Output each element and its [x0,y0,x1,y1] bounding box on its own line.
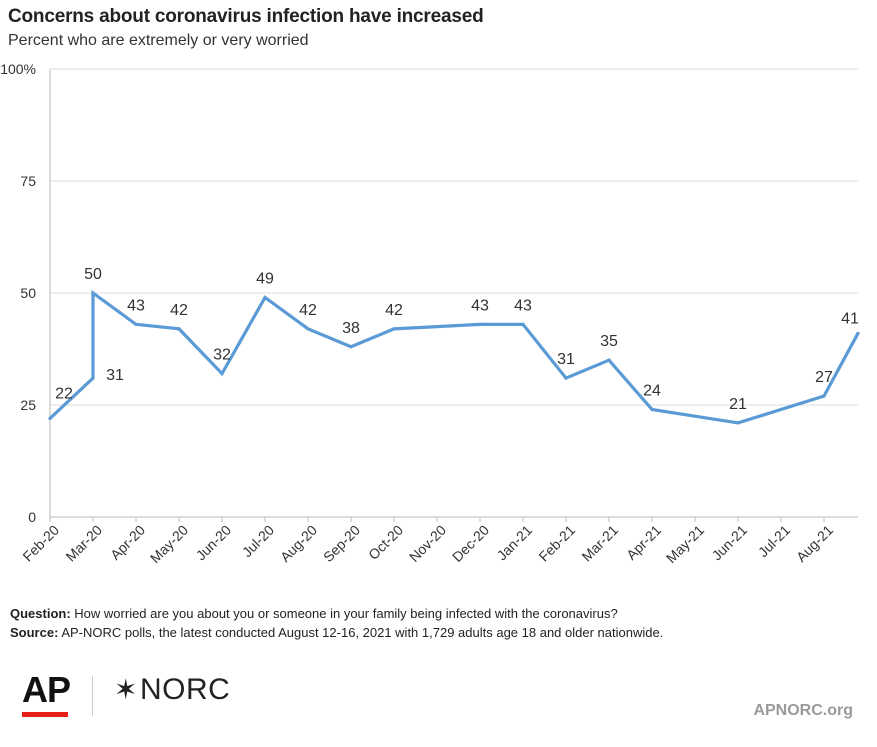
data-point [177,327,181,331]
x-tick-label: Nov-20 [406,522,449,565]
data-point [91,376,95,380]
x-tick-label: May-21 [663,522,707,566]
data-label: 43 [471,297,489,314]
data-point [91,291,95,295]
data-point [607,358,611,362]
x-tick-label: Sep-20 [320,522,363,565]
norc-logo: ✶NORC [114,674,230,706]
question-text: How worried are you about you or someone… [74,606,618,621]
data-label: 42 [299,302,317,319]
data-label: 42 [170,302,188,319]
x-tick-label: Mar-20 [62,522,105,565]
data-label: 41 [841,310,859,327]
y-tick-label: 25 [20,397,36,413]
data-label: 49 [256,270,274,287]
x-tick-label: Apr-21 [623,522,664,563]
ap-logo: AP [22,669,71,710]
x-tick-label: Dec-20 [449,522,492,565]
data-point [263,295,267,300]
data-point [650,407,654,412]
x-tick-label: Jun-20 [193,522,235,564]
site-link[interactable]: APNORC.org [753,702,853,719]
chart-title: Concerns about coronavirus infection hav… [8,6,484,27]
x-tick-label: Aug-20 [277,522,320,565]
source-text: AP-NORC polls, the latest conducted Augu… [61,625,664,640]
data-label: 24 [643,382,661,399]
data-point [564,376,568,380]
data-label: 38 [342,320,360,337]
x-tick-label: May-20 [147,522,191,566]
data-label: 43 [127,297,145,314]
data-label: 43 [514,297,532,314]
x-tick-label: Aug-21 [793,522,836,565]
data-label: 42 [385,302,403,319]
question-note: Question: How worried are you about you … [10,604,663,623]
series-line [48,289,860,425]
x-tick-label: Jan-21 [494,522,536,564]
y-tick-label: 100% [0,61,36,77]
data-point [306,327,310,331]
chart-notes: Question: How worried are you about you … [10,604,663,642]
data-point [48,416,52,421]
data-label: 31 [557,351,575,368]
x-tick-label: Jul-21 [755,522,793,560]
data-point [134,322,138,326]
ap-logo-bar [22,712,68,717]
data-point [856,331,860,335]
x-tick-label: Jul-20 [239,522,277,560]
data-point [822,394,826,398]
data-point [478,322,482,326]
data-label: 35 [600,333,618,350]
data-point [736,421,740,425]
data-label: 32 [213,347,231,364]
data-label: 27 [815,369,833,386]
x-tick-label: Oct-20 [365,522,406,563]
data-point [220,372,224,376]
y-tick-label: 75 [20,173,36,189]
x-tick-label: Jun-21 [709,522,751,564]
x-tick-label: Feb-21 [535,522,578,565]
x-tick-label: Mar-21 [578,522,621,565]
y-tick-label: 0 [28,509,36,525]
source-label: Source: [10,625,59,640]
data-label: 21 [729,396,747,413]
norc-star-icon: ✶ [114,674,138,705]
logo-divider [92,676,93,716]
data-point [392,327,396,331]
x-tick-label: Feb-20 [19,522,62,565]
chart-subtitle: Percent who are extremely or very worrie… [8,32,309,49]
norc-logo-text: NORC [139,673,231,706]
data-label: 50 [84,266,102,283]
source-note: Source: AP-NORC polls, the latest conduc… [10,623,663,642]
data-label: 22 [55,385,73,402]
data-point [521,322,525,326]
y-tick-label: 50 [20,285,36,301]
data-point [349,345,353,349]
x-tick-label: Apr-20 [107,522,148,563]
question-label: Question: [10,606,71,621]
data-label: 31 [106,367,124,384]
